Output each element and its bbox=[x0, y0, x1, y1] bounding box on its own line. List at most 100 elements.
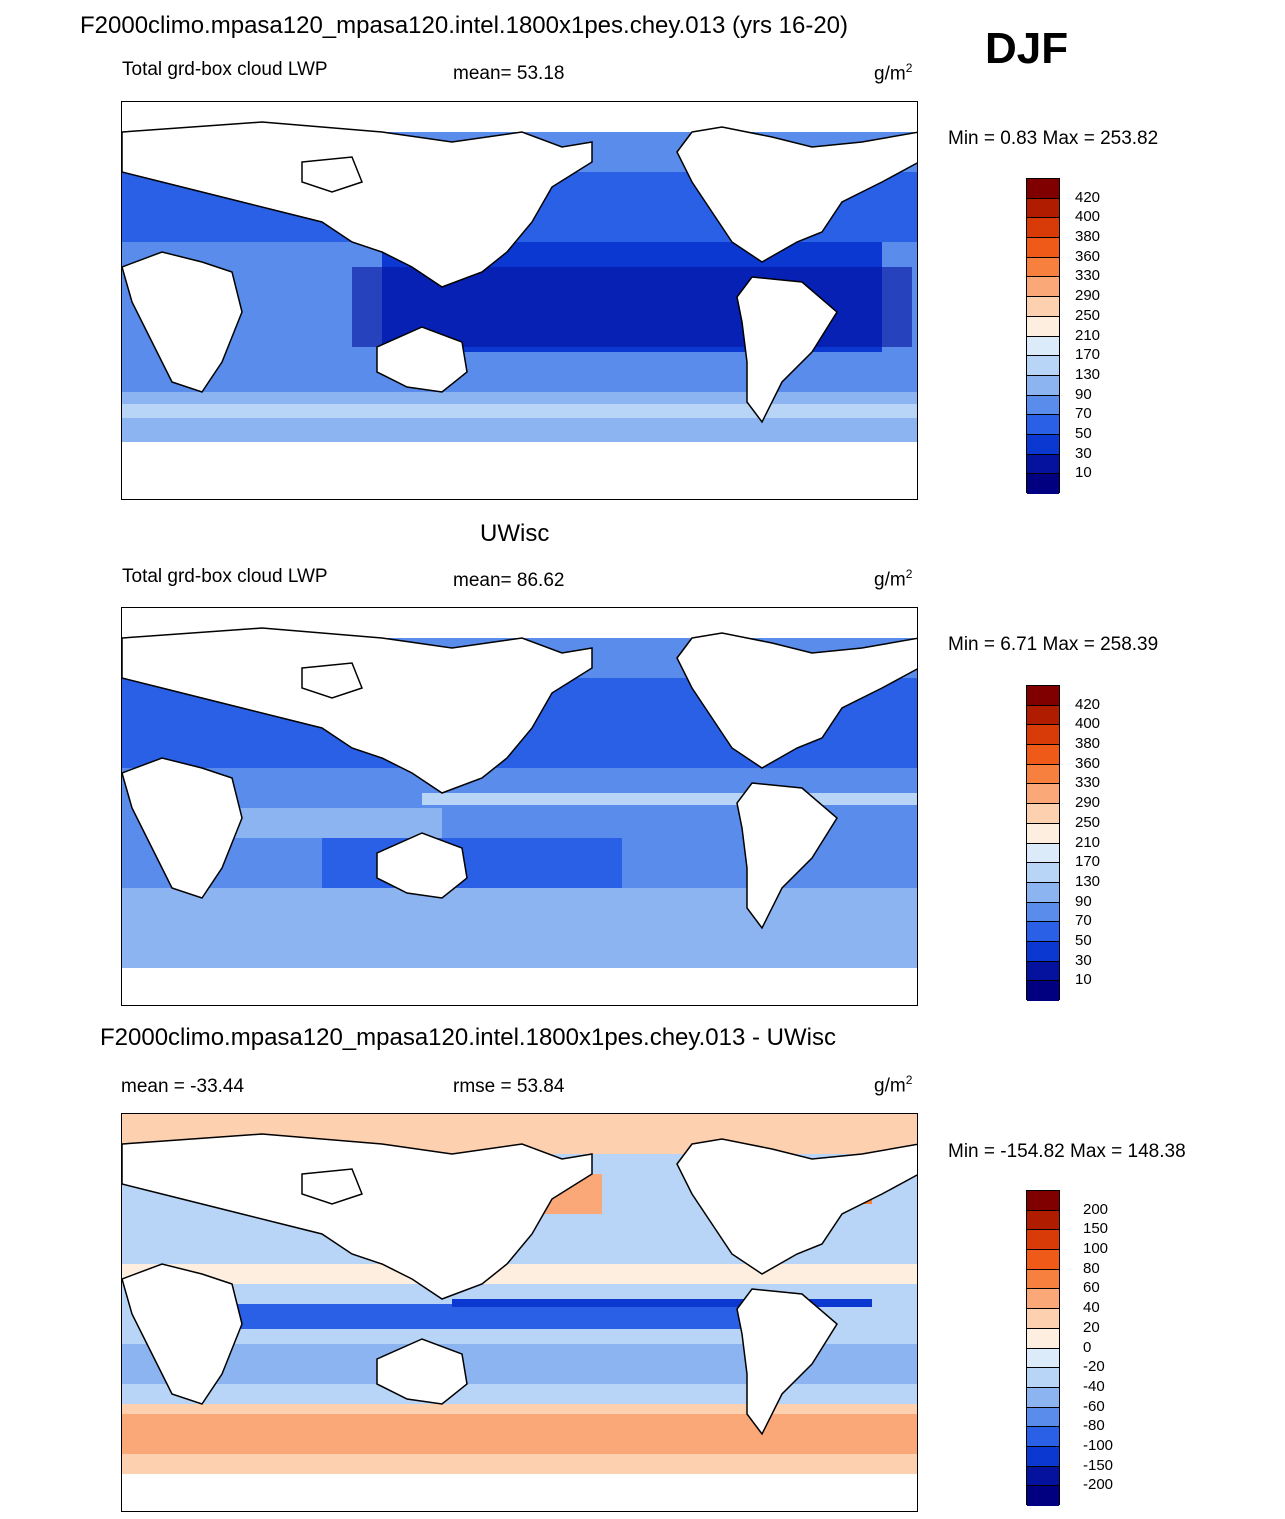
colorbar-swatch bbox=[1027, 823, 1059, 844]
panel-3-colorbar bbox=[1026, 1190, 1060, 1506]
panel-1-title: F2000climo.mpasa120_mpasa120.intel.1800x… bbox=[80, 12, 849, 39]
colorbar-tick-label: 100 bbox=[1083, 1240, 1109, 1258]
colorbar-swatch bbox=[1027, 1230, 1059, 1251]
colorbar-swatch bbox=[1027, 764, 1059, 785]
panel-2-mean: mean= 86.62 bbox=[453, 570, 565, 591]
colorbar-tick-label: 200 bbox=[1083, 1200, 1109, 1218]
season-label: DJF bbox=[985, 24, 1069, 73]
panel-1-map bbox=[121, 101, 918, 500]
colorbar-swatch bbox=[1027, 198, 1059, 219]
colorbar-swatch bbox=[1027, 297, 1059, 317]
colorbar-tick-label: 150 bbox=[1083, 1220, 1109, 1238]
colorbar-swatch bbox=[1027, 316, 1059, 337]
colorbar-tick-label: 90 bbox=[1075, 385, 1092, 403]
colorbar-tick-label: -60 bbox=[1083, 1397, 1105, 1415]
colorbar-swatch bbox=[1027, 1269, 1059, 1290]
colorbar-swatch bbox=[1027, 257, 1059, 278]
colorbar-tick-label: 330 bbox=[1075, 774, 1101, 792]
colorbar-swatch bbox=[1027, 375, 1059, 396]
panel-3-map bbox=[121, 1113, 918, 1512]
colorbar-swatch bbox=[1027, 1250, 1059, 1270]
colorbar-swatch bbox=[1027, 1407, 1059, 1428]
panel-1-left-label: Total grd-box cloud LWP bbox=[122, 59, 328, 80]
colorbar-tick-label: 290 bbox=[1075, 794, 1101, 812]
colorbar-tick-label: 420 bbox=[1075, 188, 1101, 206]
colorbar-tick-label: 30 bbox=[1075, 444, 1092, 462]
panel-1-mean: mean= 53.18 bbox=[453, 63, 565, 84]
colorbar-tick-label: 0 bbox=[1083, 1338, 1092, 1356]
colorbar-swatch bbox=[1027, 356, 1059, 376]
colorbar-swatch bbox=[1027, 705, 1059, 726]
colorbar-swatch bbox=[1027, 415, 1059, 435]
colorbar-swatch bbox=[1027, 922, 1059, 942]
colorbar-tick-label: -40 bbox=[1083, 1377, 1105, 1395]
colorbar-swatch bbox=[1027, 434, 1059, 455]
colorbar-swatch bbox=[1027, 336, 1059, 357]
colorbar-tick-label: 420 bbox=[1075, 695, 1101, 713]
colorbar-tick-label: 290 bbox=[1075, 287, 1101, 305]
panel-2-map bbox=[121, 607, 918, 1006]
colorbar-tick-label: -100 bbox=[1083, 1436, 1114, 1454]
panel-1-map-svg bbox=[122, 102, 917, 499]
colorbar-swatch bbox=[1027, 1446, 1059, 1467]
panel-1-unit: g/m2 bbox=[874, 61, 913, 85]
colorbar-swatch bbox=[1027, 395, 1059, 416]
panel-2-title: UWisc bbox=[480, 520, 550, 547]
colorbar-tick-label: 50 bbox=[1075, 424, 1092, 442]
panel-2-left-label: Total grd-box cloud LWP bbox=[122, 566, 328, 587]
colorbar-swatch bbox=[1027, 686, 1059, 706]
colorbar-swatch bbox=[1027, 784, 1059, 805]
colorbar-swatch bbox=[1027, 745, 1059, 765]
panel-3-minmax: Min = -154.82 Max = 148.38 bbox=[948, 1141, 1186, 1162]
colorbar-swatch bbox=[1027, 1289, 1059, 1310]
colorbar-tick-label: 70 bbox=[1075, 405, 1092, 423]
colorbar-swatch bbox=[1027, 804, 1059, 824]
colorbar-tick-label: 130 bbox=[1075, 365, 1101, 383]
panel-2-minmax: Min = 6.71 Max = 258.39 bbox=[948, 634, 1159, 655]
colorbar-swatch bbox=[1027, 1191, 1059, 1211]
panel-1-colorbar bbox=[1026, 178, 1060, 494]
colorbar-swatch bbox=[1027, 1210, 1059, 1231]
colorbar-tick-label: 10 bbox=[1075, 971, 1092, 989]
colorbar-tick-label: 60 bbox=[1083, 1279, 1100, 1297]
colorbar-tick-label: -20 bbox=[1083, 1358, 1105, 1376]
panel-3-map-svg bbox=[122, 1114, 917, 1511]
colorbar-tick-label: 250 bbox=[1075, 306, 1101, 324]
colorbar-tick-label: 250 bbox=[1075, 813, 1101, 831]
colorbar-tick-label: -200 bbox=[1083, 1476, 1114, 1494]
colorbar-tick-label: 170 bbox=[1075, 346, 1101, 364]
colorbar-swatch bbox=[1027, 1309, 1059, 1329]
colorbar-swatch bbox=[1027, 1427, 1059, 1447]
colorbar-tick-label: 70 bbox=[1075, 912, 1092, 930]
panel-2-map-svg bbox=[122, 608, 917, 1005]
colorbar-swatch bbox=[1027, 863, 1059, 883]
colorbar-tick-label: 40 bbox=[1083, 1299, 1100, 1317]
colorbar-swatch bbox=[1027, 961, 1059, 982]
colorbar-swatch bbox=[1027, 474, 1059, 494]
colorbar-swatch bbox=[1027, 277, 1059, 298]
colorbar-tick-label: 80 bbox=[1083, 1259, 1100, 1277]
colorbar-swatch bbox=[1027, 179, 1059, 199]
colorbar-tick-label: 170 bbox=[1075, 853, 1101, 871]
panel-3-unit: g/m2 bbox=[874, 1073, 913, 1097]
colorbar-tick-label: 10 bbox=[1075, 464, 1092, 482]
colorbar-swatch bbox=[1027, 843, 1059, 864]
colorbar-tick-label: 90 bbox=[1075, 892, 1092, 910]
colorbar-swatch bbox=[1027, 725, 1059, 746]
colorbar-tick-label: 400 bbox=[1075, 208, 1101, 226]
colorbar-tick-label: 360 bbox=[1075, 247, 1101, 265]
colorbar-tick-label: 210 bbox=[1075, 833, 1101, 851]
colorbar-swatch bbox=[1027, 218, 1059, 239]
colorbar-swatch bbox=[1027, 1387, 1059, 1408]
colorbar-tick-label: 50 bbox=[1075, 931, 1092, 949]
colorbar-tick-label: 210 bbox=[1075, 326, 1101, 344]
colorbar-tick-label: -80 bbox=[1083, 1417, 1105, 1435]
colorbar-swatch bbox=[1027, 1348, 1059, 1369]
panel-2-unit: g/m2 bbox=[874, 567, 913, 591]
panel-3-mean: mean = -33.44 bbox=[121, 1076, 245, 1097]
colorbar-tick-label: 330 bbox=[1075, 267, 1101, 285]
colorbar-tick-label: 380 bbox=[1075, 228, 1101, 246]
colorbar-tick-label: -150 bbox=[1083, 1456, 1114, 1474]
colorbar-swatch bbox=[1027, 882, 1059, 903]
colorbar-tick-label: 20 bbox=[1083, 1318, 1100, 1336]
